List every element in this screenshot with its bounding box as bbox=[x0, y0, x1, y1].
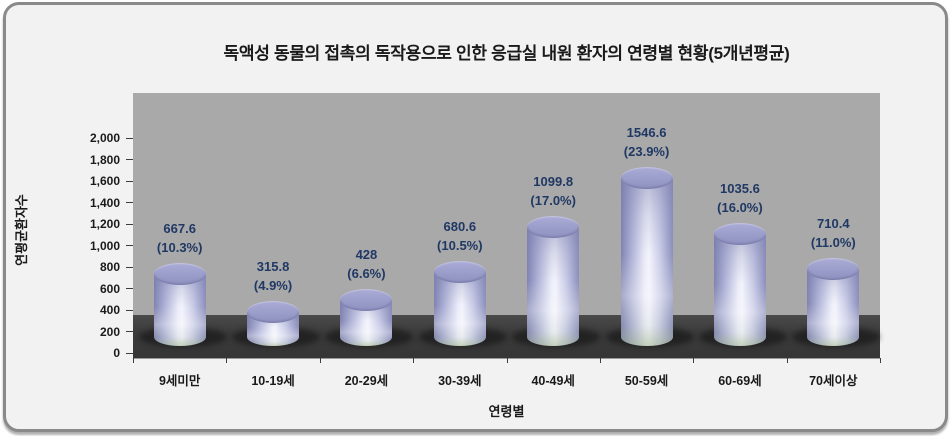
bar-cylinder bbox=[433, 272, 486, 346]
bar-cylinder-top bbox=[620, 167, 673, 190]
y-tick-label: 1,200 bbox=[89, 217, 120, 231]
bar-value-label: 1035.6 (16.0%) bbox=[680, 179, 800, 217]
y-tick-mark bbox=[126, 309, 133, 311]
y-tick-label: 400 bbox=[99, 303, 120, 317]
bar-percent-text: (17.0%) bbox=[530, 192, 576, 208]
bar-cylinder-top bbox=[527, 215, 580, 238]
y-tick-label: 1,800 bbox=[89, 152, 120, 167]
y-tick-label: 2,000 bbox=[89, 131, 120, 145]
bar-value-label: 680.6 (10.5%) bbox=[400, 217, 520, 255]
bar-value-text: 710.4 bbox=[817, 215, 850, 231]
x-category-label: 50-59세 bbox=[624, 374, 669, 388]
x-category-label: 60-69세 bbox=[718, 374, 762, 388]
bar-value-label: 710.4 (11.0%) bbox=[773, 214, 893, 252]
bar-value-text: 680.6 bbox=[443, 219, 477, 235]
bar-value-text: 667.6 bbox=[163, 220, 196, 236]
x-category-label: 30-39세 bbox=[438, 374, 482, 388]
y-tick-mark bbox=[126, 288, 133, 289]
x-tick-mark bbox=[880, 358, 881, 363]
bar-cylinder bbox=[620, 178, 673, 346]
bar-value-label: 1546.6 (23.9%) bbox=[587, 123, 707, 161]
y-tick-label: 800 bbox=[99, 260, 120, 274]
x-axis-title: 연령별 bbox=[488, 404, 525, 419]
x-category-label: 10-19세 bbox=[251, 374, 295, 388]
bar-percent-text: (6.6%) bbox=[347, 265, 386, 281]
chart-title: 독액성 동물의 접촉의 독작용으로 인한 응급실 내원 환자의 연령별 현황(5… bbox=[223, 44, 790, 63]
y-tick-mark bbox=[126, 223, 133, 225]
chart-panel: 독액성 동물의 접촉의 독작용으로 인한 응급실 내원 환자의 연령별 현황(5… bbox=[3, 2, 948, 432]
bar-value-label: 1099.8 (17.0%) bbox=[493, 172, 613, 210]
bar-value-text: 1099.8 bbox=[533, 173, 574, 189]
y-tick-label: 200 bbox=[99, 324, 120, 339]
bar-percent-text: (4.9%) bbox=[253, 277, 293, 293]
bar-cylinder-top bbox=[153, 262, 206, 285]
bar-cylinder bbox=[807, 268, 860, 346]
x-tick-mark bbox=[693, 358, 695, 363]
bar-cylinder bbox=[153, 273, 206, 346]
x-category-label: 9세미만 bbox=[158, 374, 201, 388]
x-tick-mark bbox=[319, 358, 321, 363]
y-tick-label: 0 bbox=[113, 346, 120, 360]
y-tick-mark bbox=[126, 245, 133, 246]
x-tick-mark bbox=[413, 358, 415, 363]
x-category-label: 20-29세 bbox=[344, 374, 389, 388]
bar-cylinder-top bbox=[433, 261, 486, 284]
bar-cylinder-top bbox=[807, 257, 860, 280]
bar-cylinder-top bbox=[713, 222, 766, 245]
y-tick-mark bbox=[126, 159, 133, 160]
y-tick-mark bbox=[126, 202, 133, 203]
bar-value-text: 315.8 bbox=[256, 258, 290, 274]
x-category-label: 40-49세 bbox=[531, 374, 575, 388]
y-tick-label: 1,400 bbox=[89, 195, 120, 210]
bar-cylinder-top bbox=[247, 300, 300, 323]
y-tick-mark bbox=[126, 266, 133, 268]
bar-value-label: 315.8 (4.9%) bbox=[213, 257, 333, 295]
bar-cylinder bbox=[713, 233, 766, 346]
bar-cylinder-top bbox=[340, 288, 393, 311]
bar-percent-text: (16.0%) bbox=[717, 199, 763, 215]
x-tick-mark bbox=[133, 358, 134, 363]
y-axis-title: 연평균환자수 bbox=[14, 194, 29, 266]
bar-value-text: 1546.6 bbox=[626, 125, 667, 141]
bar-percent-text: (10.3%) bbox=[156, 239, 203, 255]
y-tick-mark bbox=[126, 352, 133, 354]
y-tick-mark bbox=[126, 331, 133, 332]
x-category-label: 70세이상 bbox=[809, 374, 858, 388]
bar-value-text: 1035.6 bbox=[720, 180, 760, 196]
bar-value-text: 428 bbox=[355, 246, 378, 262]
bar-value-label: 428 (6.6%) bbox=[306, 245, 426, 283]
bar-percent-text: (23.9%) bbox=[623, 144, 670, 160]
x-tick-mark bbox=[786, 358, 788, 363]
bar-value-label: 667.6 (10.3%) bbox=[120, 219, 240, 257]
y-tick-label: 1,000 bbox=[89, 238, 120, 253]
bar-cylinder bbox=[527, 226, 580, 346]
bar-percent-text: (10.5%) bbox=[437, 238, 483, 254]
x-tick-mark bbox=[506, 358, 508, 363]
y-tick-label: 1,600 bbox=[89, 174, 120, 188]
x-tick-mark bbox=[226, 358, 228, 363]
bar-percent-text: (11.0%) bbox=[810, 234, 856, 250]
y-tick-label: 600 bbox=[99, 281, 120, 296]
x-tick-mark bbox=[599, 358, 601, 363]
y-tick-mark bbox=[126, 137, 133, 139]
y-tick-mark bbox=[126, 180, 133, 182]
